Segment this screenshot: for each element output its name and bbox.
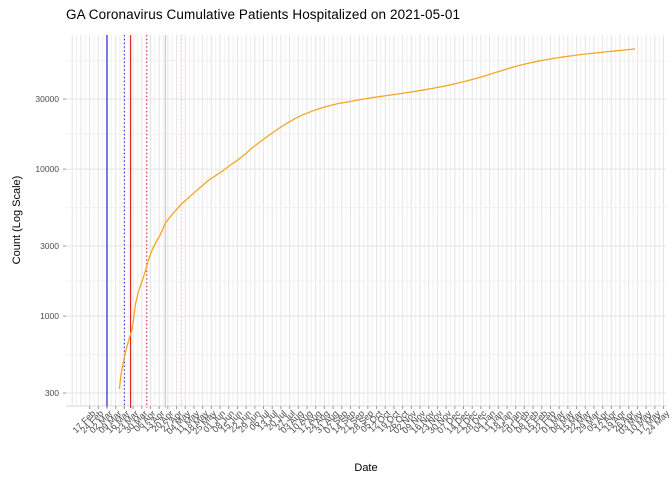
y-tick-label: 30000 bbox=[35, 94, 59, 104]
chart-title: GA Coronavirus Cumulative Patients Hospi… bbox=[66, 7, 461, 22]
y-tick-label: 1000 bbox=[40, 311, 59, 322]
y-axis-title: Count (Log Scale) bbox=[11, 175, 23, 265]
y-tick-label: 3000 bbox=[40, 241, 59, 251]
hospitalized-curve bbox=[118, 47, 636, 389]
y-tick-label: 300 bbox=[44, 388, 59, 398]
y-tick-label: 10000 bbox=[35, 164, 59, 175]
x-axis-title: Date bbox=[354, 462, 378, 474]
